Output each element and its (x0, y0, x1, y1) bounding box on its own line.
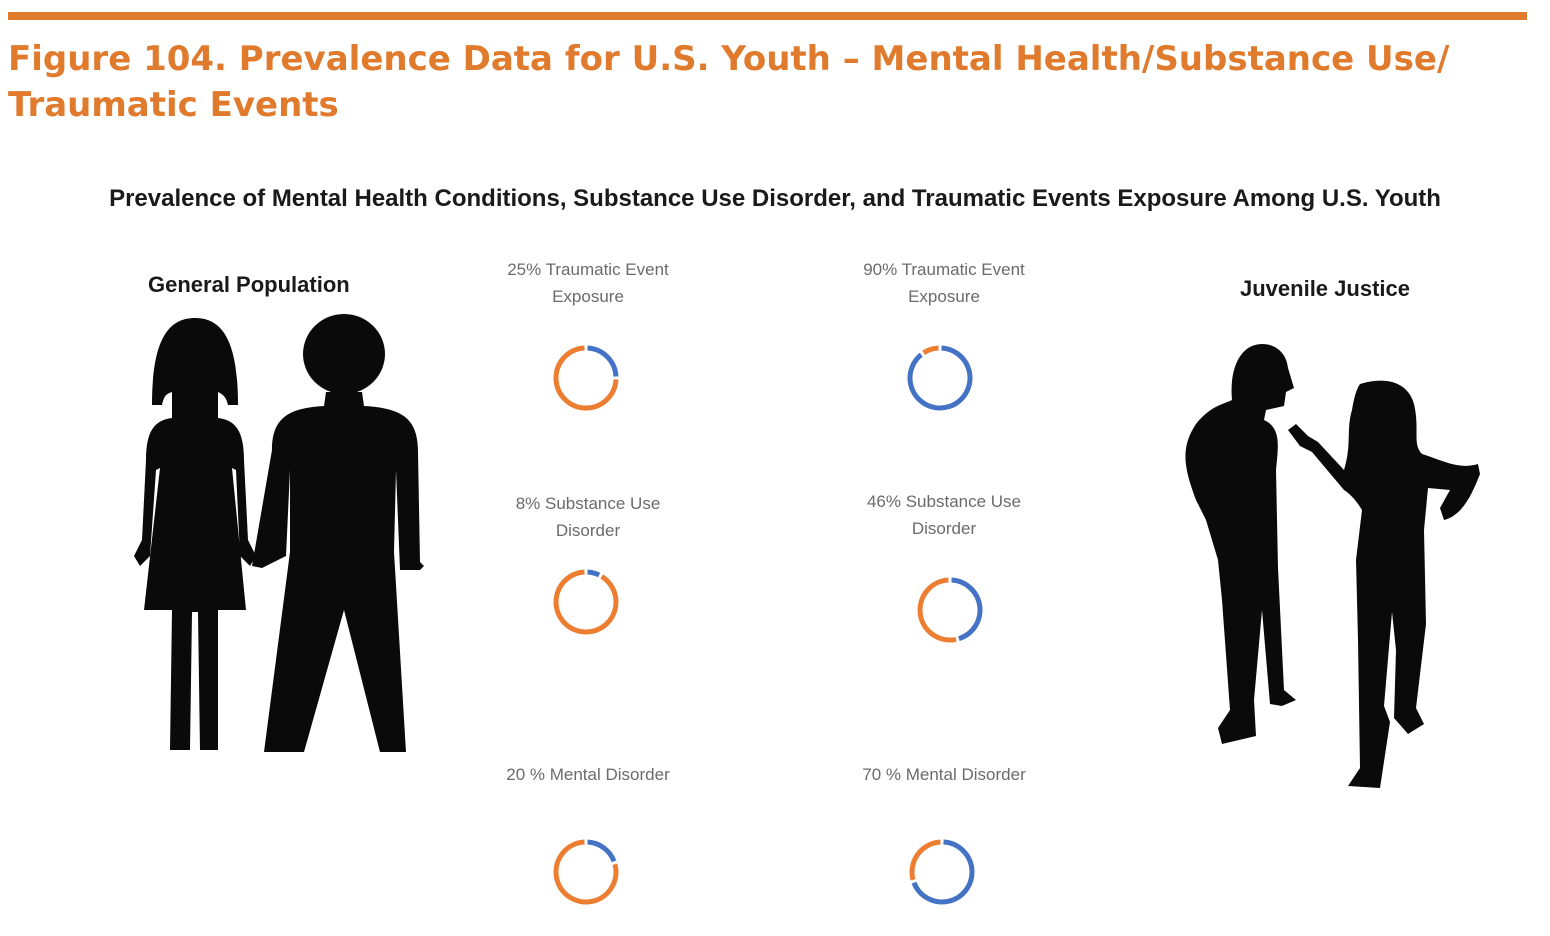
donut-label-general-mental: 20 % Mental Disorder (506, 765, 670, 784)
donut-label-justice-traumatic: 90% Traumatic Event Exposure (863, 260, 1025, 306)
top-rule (8, 12, 1527, 20)
group-label-juvenile-justice: Juvenile Justice (1240, 276, 1410, 301)
donut-segment-remainder (553, 569, 619, 635)
donut-segment-remainder (553, 839, 619, 905)
donut-justice-traumatic (907, 345, 973, 411)
donut-segment-value (911, 839, 975, 905)
donut-justice-mental (909, 839, 975, 905)
donut-segment-remainder (917, 577, 957, 643)
donut-label-justice-mental: 70 % Mental Disorder (862, 765, 1026, 784)
donut-segment-value (951, 577, 983, 642)
chart-title: Prevalence of Mental Health Conditions, … (109, 185, 1441, 212)
donut-segment-value (587, 839, 617, 863)
donut-general-traumatic (553, 345, 619, 411)
donut-segment-remainder (909, 839, 941, 881)
donut-label-general-substance: 8% Substance Use Disorder (515, 494, 661, 540)
figure-title: Figure 104. Prevalence Data for U.S. You… (8, 39, 1450, 125)
donut-segment-remainder (553, 345, 619, 411)
donut-segment-value (587, 569, 601, 578)
donut-label-general-traumatic: 25% Traumatic Event Exposure (507, 260, 669, 306)
donut-general-mental (553, 839, 619, 905)
group-label-general-population: General Population (148, 272, 350, 297)
couple-silhouette-icon (134, 314, 424, 752)
donut-segment-value (907, 345, 973, 411)
donut-general-substance (553, 569, 619, 635)
donut-segment-value (587, 345, 619, 377)
donut-segment-remainder (922, 345, 939, 356)
arguing-teens-silhouette-icon (1185, 344, 1480, 788)
donut-justice-substance (917, 577, 983, 643)
donut-label-justice-substance: 46% Substance Use Disorder (866, 492, 1022, 538)
